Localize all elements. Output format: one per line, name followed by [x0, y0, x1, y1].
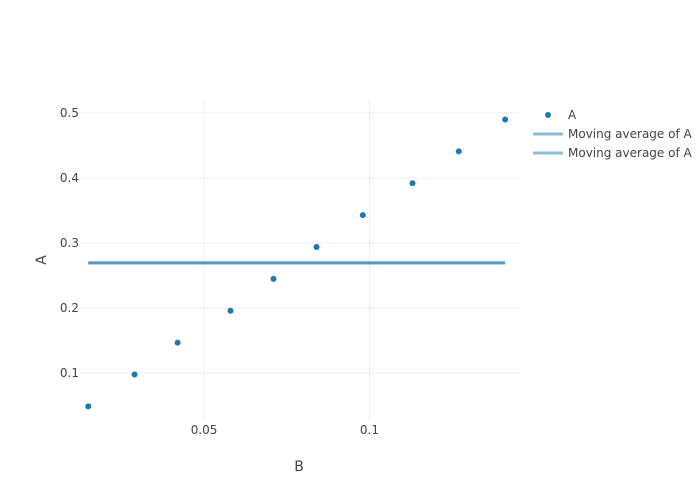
y-tick-label: 0.1	[60, 366, 79, 380]
x-tick-label: 0.1	[360, 423, 379, 437]
legend: A Moving average of A Moving average of A	[533, 108, 692, 160]
data-point	[502, 116, 509, 123]
legend-marker	[545, 112, 551, 118]
data-point	[85, 403, 92, 410]
y-tick-label: 0.3	[60, 236, 79, 250]
legend-label: A	[568, 108, 577, 122]
data-point	[270, 275, 277, 282]
series-layer	[85, 116, 509, 410]
y-tick-label: 0.2	[60, 301, 79, 315]
data-point	[313, 243, 320, 250]
data-point	[227, 307, 234, 314]
x-gridlines	[203, 100, 370, 420]
data-point	[455, 148, 462, 155]
data-point	[131, 371, 138, 378]
y-axis-title: A	[34, 255, 50, 265]
data-point	[359, 212, 366, 219]
legend-label: Moving average of A	[568, 127, 692, 141]
legend-label: Moving average of A	[568, 146, 692, 160]
y-tick-labels: 0.1 0.2 0.3 0.4 0.5	[60, 106, 79, 380]
y-tick-label: 0.5	[60, 106, 79, 120]
data-point	[409, 180, 416, 187]
y-tick-label: 0.4	[60, 171, 79, 185]
data-point	[174, 339, 181, 346]
y-gridlines	[80, 112, 520, 374]
plot-background	[80, 100, 520, 420]
x-tick-label: 0.05	[191, 423, 218, 437]
x-axis-title: B	[294, 459, 304, 475]
x-tick-labels: 0.05 0.1	[191, 423, 379, 437]
